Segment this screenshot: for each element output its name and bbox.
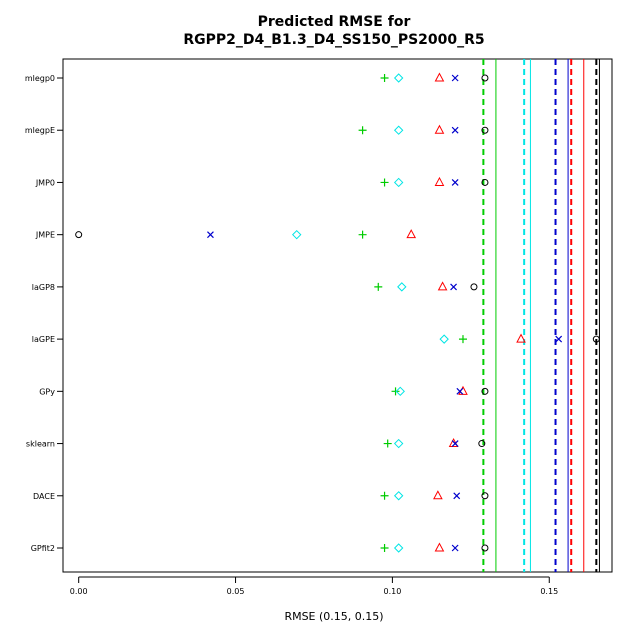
y-tick-label: laGPE [32, 335, 55, 344]
point-circle [481, 178, 489, 186]
point-diamond [439, 334, 449, 344]
point-circle [478, 440, 486, 448]
x-tick-label: 0.05 [227, 587, 245, 596]
point-circle [481, 492, 489, 500]
point-plus [380, 491, 389, 500]
y-tick-label: JMP0 [35, 178, 55, 187]
y-tick-label: mlegp0 [25, 74, 55, 83]
y-tick-label: sklearn [26, 440, 55, 449]
point-triangle [433, 490, 443, 500]
point-x [456, 387, 464, 395]
point-diamond [393, 177, 404, 188]
data-points [75, 72, 600, 553]
y-tick-label: DACE [33, 492, 55, 501]
point-x [451, 179, 459, 186]
point-plus [458, 335, 467, 344]
point-diamond [397, 282, 407, 292]
point-diamond [393, 438, 404, 449]
y-tick-label: laGP8 [32, 283, 55, 292]
point-triangle [434, 72, 445, 82]
x-axis: 0.00 0.05 0.10 0.15 [70, 576, 558, 596]
point-diamond [393, 543, 404, 553]
point-circle [481, 126, 489, 134]
y-tick-label: mlegpE [25, 126, 55, 135]
point-triangle [406, 229, 417, 239]
reference-lines [482, 59, 600, 572]
point-x [453, 492, 461, 500]
point-diamond [292, 229, 302, 240]
point-plus [383, 439, 392, 448]
point-plus [380, 544, 389, 552]
point-circle [470, 283, 478, 291]
x-axis-label: RMSE (0.15, 0.15) [284, 610, 383, 623]
point-triangle [434, 542, 445, 552]
y-tick-label: GPfit2 [31, 544, 55, 553]
point-x [450, 283, 457, 291]
point-plus [374, 282, 383, 291]
point-circle [592, 335, 600, 343]
point-triangle [434, 176, 445, 186]
point-x [451, 74, 459, 82]
point-plus [380, 74, 389, 82]
point-diamond [393, 125, 404, 135]
x-tick-label: 0.15 [540, 587, 558, 596]
chart-title-line1: Predicted RMSE for [258, 14, 411, 30]
point-triangle [516, 333, 526, 343]
point-circle [481, 387, 489, 395]
point-x [207, 231, 214, 239]
x-tick-label: 0.10 [383, 587, 401, 596]
x-tick-label: 0.00 [70, 587, 88, 596]
y-tick-label: GPy [39, 387, 55, 396]
point-triangle [434, 124, 445, 134]
point-plus [358, 126, 367, 135]
point-diamond [393, 73, 404, 83]
plot-frame [62, 58, 613, 573]
point-circle [481, 74, 489, 82]
chart-title-line2: RGPP2_D4_B1.3_D4_SS150_PS2000_R5 [183, 32, 484, 48]
point-plus [358, 230, 367, 239]
point-triangle [437, 281, 448, 291]
point-circle [75, 231, 83, 239]
point-x [451, 544, 459, 552]
point-diamond [395, 386, 405, 397]
point-x [555, 335, 563, 343]
point-circle [481, 544, 489, 552]
y-axis: mlegp0 mlegpE JMP0 JMPE laGP8 laGPE GPy sklearn… [25, 74, 63, 553]
point-diamond [393, 491, 404, 501]
point-x [451, 440, 459, 447]
y-tick-label: JMPE [35, 231, 55, 240]
point-x [451, 126, 459, 134]
point-plus [380, 178, 389, 187]
